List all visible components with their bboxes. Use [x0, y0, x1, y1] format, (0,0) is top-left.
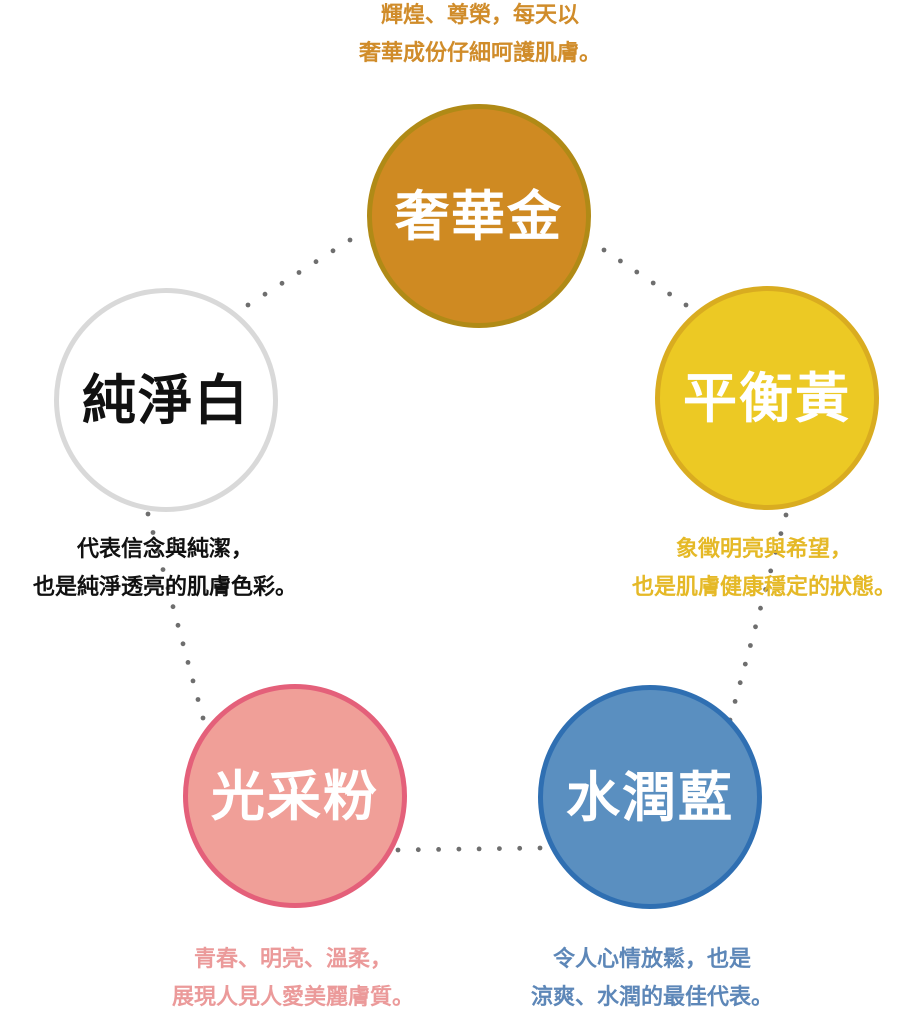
connector-dot — [783, 512, 789, 518]
gold-circle-node: 奢華金 — [367, 104, 591, 328]
white-description-line-1: 代表信念與純潔， — [76, 536, 253, 562]
yellow-description-line-2: 也是肌膚健康穩定的狀態。 — [631, 574, 896, 600]
connector-dot — [683, 302, 689, 308]
connector-dot — [170, 604, 176, 610]
blue-circle-node: 水潤藍 — [538, 685, 762, 909]
gold-description-line-1: 輝煌、尊榮，每天以 — [380, 2, 579, 28]
connector-dot — [742, 661, 748, 667]
connector-dot — [634, 269, 640, 275]
connector-dot — [150, 530, 156, 535]
yellow-circle-node: 平衡黃 — [655, 286, 879, 510]
white-node-title: 純淨白 — [82, 368, 250, 432]
white-description-line-2: 也是純淨透亮的肌膚色彩。 — [32, 574, 297, 600]
gold-node-title: 奢華金 — [395, 184, 563, 248]
pink-description: 青春、明亮、溫柔， 展現人見人愛美麗膚質。 — [138, 940, 448, 1016]
blue-description: 令人心情放鬆，也是 涼爽、水潤的最佳代表。 — [497, 940, 807, 1016]
blue-node-title: 水潤藍 — [566, 765, 734, 829]
connector-dot — [165, 585, 171, 591]
connector-dot — [155, 548, 161, 554]
connector-dot — [160, 567, 166, 572]
connector-dot — [476, 846, 482, 852]
gold-description: 輝煌、尊榮，每天以 奢華成份仔細呵護肌膚。 — [330, 0, 630, 72]
yellow-node-title: 平衡黃 — [683, 366, 851, 430]
connector-dot — [732, 699, 738, 704]
connector-dot — [650, 280, 656, 286]
connector-pink-white — [145, 511, 206, 721]
connector-dot — [737, 680, 743, 686]
connector-dot — [195, 697, 201, 702]
connector-yellow-blue — [727, 512, 789, 723]
connector-dot — [456, 846, 462, 852]
pink-description-line-1: 青春、明亮、溫柔， — [193, 946, 392, 972]
connector-dot — [758, 605, 763, 611]
connector-dot — [279, 280, 285, 286]
connector-dot — [313, 259, 319, 265]
connector-dot — [262, 291, 268, 297]
connector-dot — [180, 641, 186, 647]
connector-dot — [296, 270, 302, 275]
connector-dot — [395, 847, 401, 853]
connector-dot — [245, 302, 251, 308]
connector-dot — [415, 847, 421, 853]
connector-dot — [190, 678, 196, 684]
connector-dot — [753, 624, 758, 630]
connector-dot — [618, 258, 623, 264]
white-description: 代表信念與純潔， 也是純淨透亮的肌膚色彩。 — [0, 530, 330, 606]
pink-circle-node: 光采粉 — [183, 684, 407, 908]
connector-dot — [763, 587, 768, 592]
white-circle-node: 純淨白 — [54, 288, 278, 512]
connector-dot — [773, 549, 779, 555]
yellow-description: 象徵明亮與希望， 也是肌膚健康穩定的狀態。 — [605, 530, 923, 606]
yellow-description-line-1: 象徵明亮與希望， — [675, 536, 852, 562]
connector-gold-white — [245, 237, 353, 308]
pink-description-line-2: 展現人見人愛美麗膚質。 — [171, 984, 414, 1010]
connector-dot — [778, 531, 784, 536]
connector-dot — [768, 568, 774, 574]
blue-description-line-1: 令人心情放鬆，也是 — [552, 946, 751, 972]
connector-dot — [347, 237, 353, 243]
connector-dot — [200, 715, 206, 721]
connector-dot — [497, 846, 502, 851]
connector-dot — [748, 643, 753, 648]
connector-dot — [601, 247, 607, 253]
connector-dot — [330, 248, 336, 254]
connector-dot — [145, 511, 151, 517]
connector-dot — [436, 847, 441, 852]
pink-node-title: 光采粉 — [211, 764, 379, 828]
connector-dot — [537, 845, 543, 851]
connector-blue-pink — [395, 845, 543, 853]
connector-dot — [175, 622, 181, 628]
connector-dot — [517, 845, 523, 851]
connector-dot — [185, 660, 191, 665]
blue-description-line-2: 涼爽、水潤的最佳代表。 — [530, 984, 773, 1010]
connector-dot — [667, 291, 672, 297]
connector-gold-yellow — [601, 247, 689, 308]
gold-description-line-2: 奢華成份仔細呵護肌膚。 — [358, 40, 601, 66]
